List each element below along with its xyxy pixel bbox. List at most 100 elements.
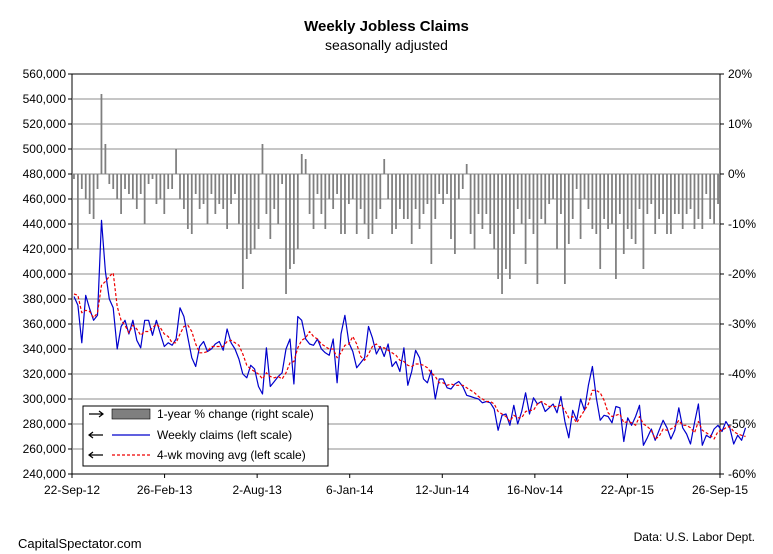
pct-change-bar bbox=[230, 174, 232, 204]
pct-change-bar bbox=[650, 174, 653, 204]
pct-change-bar bbox=[363, 174, 366, 224]
pct-change-bar bbox=[143, 174, 146, 224]
pct-change-bar bbox=[406, 174, 409, 219]
pct-change-bar bbox=[375, 174, 378, 219]
pct-change-bar bbox=[489, 174, 492, 234]
pct-change-bar bbox=[469, 174, 472, 234]
pct-change-bar bbox=[163, 174, 166, 214]
pct-change-bar bbox=[646, 174, 649, 214]
pct-change-bar bbox=[128, 174, 130, 194]
pct-change-bar bbox=[626, 174, 629, 229]
left-tick-label: 420,000 bbox=[23, 242, 67, 256]
chart-subtitle: seasonally adjusted bbox=[325, 37, 448, 53]
pct-change-bar bbox=[183, 174, 185, 209]
pct-change-bar bbox=[312, 174, 315, 229]
pct-change-bar bbox=[344, 174, 346, 234]
pct-change-bar bbox=[320, 174, 323, 214]
right-tick-label: 10% bbox=[728, 117, 752, 131]
left-tick-label: 300,000 bbox=[23, 392, 67, 406]
pct-change-bar bbox=[112, 174, 115, 189]
pct-change-bar bbox=[477, 174, 480, 214]
pct-change-bar bbox=[658, 174, 661, 219]
pct-change-bar bbox=[548, 174, 551, 204]
pct-change-bar bbox=[670, 174, 672, 234]
pct-change-bar bbox=[501, 174, 503, 294]
pct-change-bar bbox=[446, 174, 448, 194]
pct-change-bar bbox=[100, 94, 103, 174]
pct-change-bar bbox=[151, 174, 154, 179]
legend: 1-year % change (right scale) Weekly cla… bbox=[82, 405, 329, 467]
pct-change-bar bbox=[713, 174, 715, 224]
pct-change-bar bbox=[296, 174, 299, 249]
pct-change-bar bbox=[190, 174, 193, 234]
left-tick-label: 360,000 bbox=[23, 317, 67, 331]
pct-change-bar bbox=[532, 174, 535, 234]
x-tick-label: 22-Sep-12 bbox=[44, 483, 100, 497]
pct-change-bar bbox=[536, 174, 539, 284]
pct-change-bar bbox=[438, 174, 441, 194]
pct-change-bar bbox=[304, 159, 307, 174]
pct-change-bar bbox=[701, 174, 704, 229]
pct-change-bar bbox=[351, 174, 354, 199]
pct-change-bar bbox=[402, 174, 405, 219]
pct-change-bar bbox=[414, 174, 417, 209]
pct-change-bar bbox=[367, 174, 370, 239]
pct-change-bar bbox=[340, 174, 342, 234]
pct-change-bar bbox=[324, 174, 327, 229]
pct-change-bar bbox=[198, 174, 201, 209]
pct-change-bar bbox=[591, 174, 594, 229]
pct-change-bar bbox=[300, 154, 303, 174]
pct-change-bar bbox=[556, 174, 558, 249]
legend-label-avg: 4-wk moving avg (left scale) bbox=[157, 448, 306, 462]
pct-change-bar bbox=[662, 174, 664, 214]
left-tick-label: 520,000 bbox=[23, 117, 67, 131]
pct-change-bar bbox=[261, 144, 264, 174]
pct-change-bar bbox=[422, 174, 425, 214]
right-tick-label: -60% bbox=[728, 467, 756, 481]
pct-change-bar bbox=[689, 174, 692, 209]
pct-change-bar bbox=[336, 174, 338, 194]
pct-change-bar bbox=[524, 174, 527, 264]
legend-item-avg: 4-wk moving avg (left scale) bbox=[88, 448, 306, 462]
pct-change-bar bbox=[552, 174, 554, 199]
pct-change-bar bbox=[434, 174, 437, 219]
pct-change-bar bbox=[587, 174, 590, 209]
pct-change-bar bbox=[603, 174, 606, 219]
pct-change-bar bbox=[391, 174, 393, 234]
pct-change-bar bbox=[347, 174, 350, 204]
pct-change-bar bbox=[575, 174, 578, 189]
left-tick-label: 440,000 bbox=[23, 217, 67, 231]
pct-change-bar bbox=[131, 174, 134, 199]
pct-change-bar bbox=[277, 174, 280, 224]
pct-change-bar bbox=[206, 174, 209, 224]
pct-change-bar bbox=[681, 174, 684, 229]
left-tick-label: 280,000 bbox=[23, 417, 67, 431]
pct-change-bar bbox=[80, 174, 83, 189]
left-tick-label: 540,000 bbox=[23, 92, 67, 106]
x-tick-label: 2-Aug-13 bbox=[232, 483, 282, 497]
pct-change-bar bbox=[308, 174, 311, 214]
left-tick-label: 240,000 bbox=[23, 467, 67, 481]
pct-change-bar bbox=[179, 174, 181, 199]
x-tick-label: 6-Jan-14 bbox=[326, 483, 374, 497]
right-tick-label: -40% bbox=[728, 367, 756, 381]
pct-change-bar bbox=[269, 174, 272, 239]
pct-change-bar bbox=[516, 174, 519, 209]
pct-change-bar bbox=[194, 174, 197, 194]
pct-change-bar bbox=[493, 174, 496, 249]
pct-change-bar bbox=[418, 174, 421, 229]
pct-change-bar bbox=[281, 174, 283, 184]
pct-change-bar bbox=[155, 174, 158, 204]
pct-change-bar bbox=[249, 174, 252, 254]
left-tick-label: 400,000 bbox=[23, 267, 67, 281]
left-tick-label: 460,000 bbox=[23, 192, 67, 206]
pct-change-bar bbox=[202, 174, 205, 204]
pct-change-bar bbox=[630, 174, 633, 239]
pct-change-bar bbox=[481, 174, 484, 229]
pct-change-bar bbox=[595, 174, 598, 234]
pct-change-bar bbox=[234, 174, 236, 194]
footer-source: Data: U.S. Labor Dept. bbox=[633, 530, 755, 544]
x-tick-label: 22-Apr-15 bbox=[601, 483, 655, 497]
pct-change-bar bbox=[497, 174, 499, 279]
